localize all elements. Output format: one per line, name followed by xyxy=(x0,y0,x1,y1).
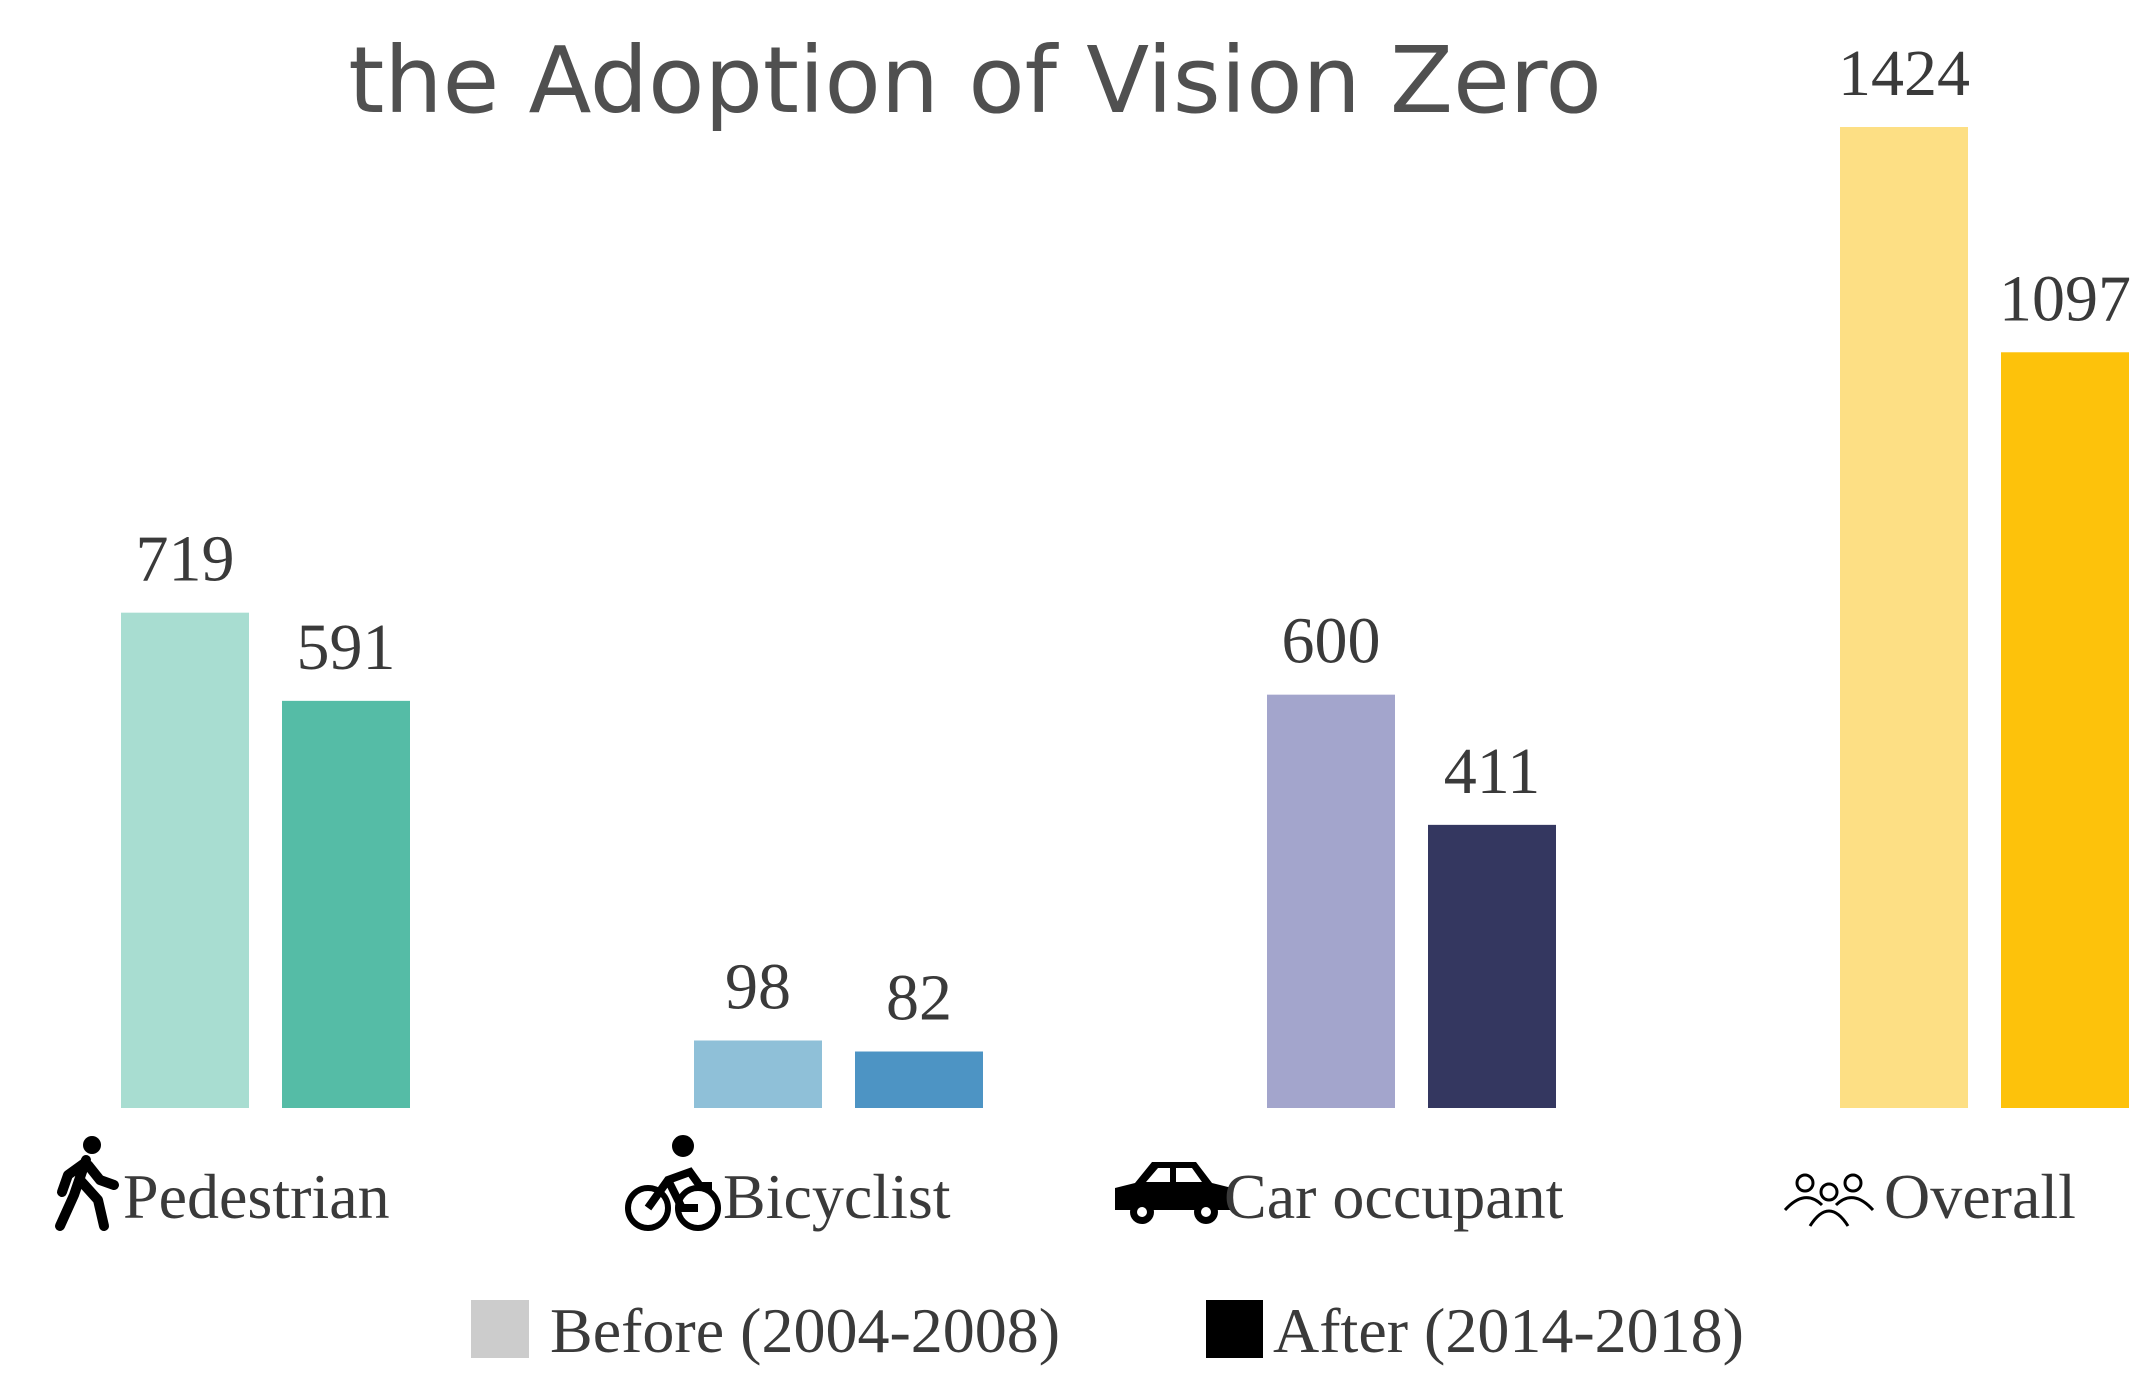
car-icon xyxy=(1115,1162,1234,1224)
value-label: 719 xyxy=(136,523,235,596)
legend-swatch xyxy=(471,1300,529,1358)
bar xyxy=(1267,694,1395,1108)
bar xyxy=(282,700,410,1108)
value-label: 600 xyxy=(1282,605,1381,678)
value-label: 82 xyxy=(886,962,952,1035)
bicyclist-icon xyxy=(625,1135,721,1231)
legend-swatch xyxy=(1206,1300,1263,1358)
bar xyxy=(694,1040,822,1108)
overall-icon xyxy=(1783,1173,1875,1227)
value-label: 411 xyxy=(1444,735,1541,808)
value-label: 1424 xyxy=(1838,37,1970,110)
pedestrian-icon xyxy=(55,1136,119,1231)
category-label: Overall xyxy=(1884,1161,2076,1232)
value-label: 98 xyxy=(725,950,791,1023)
legend-label: Before (2004-2008) xyxy=(550,1295,1060,1366)
chart-title: the Adoption of Vision Zero xyxy=(348,27,1602,134)
bar xyxy=(1840,127,1968,1108)
value-label: 1097 xyxy=(1999,262,2131,335)
legend-label: After (2014-2018) xyxy=(1273,1295,1744,1366)
value-label: 591 xyxy=(297,611,396,684)
category-label: Bicyclist xyxy=(723,1161,951,1232)
category-label: Pedestrian xyxy=(123,1161,390,1232)
bar xyxy=(2001,352,2129,1109)
bar xyxy=(1428,824,1556,1108)
bar xyxy=(855,1051,983,1108)
category-label: Car occupant xyxy=(1224,1161,1564,1232)
bar xyxy=(121,612,249,1108)
